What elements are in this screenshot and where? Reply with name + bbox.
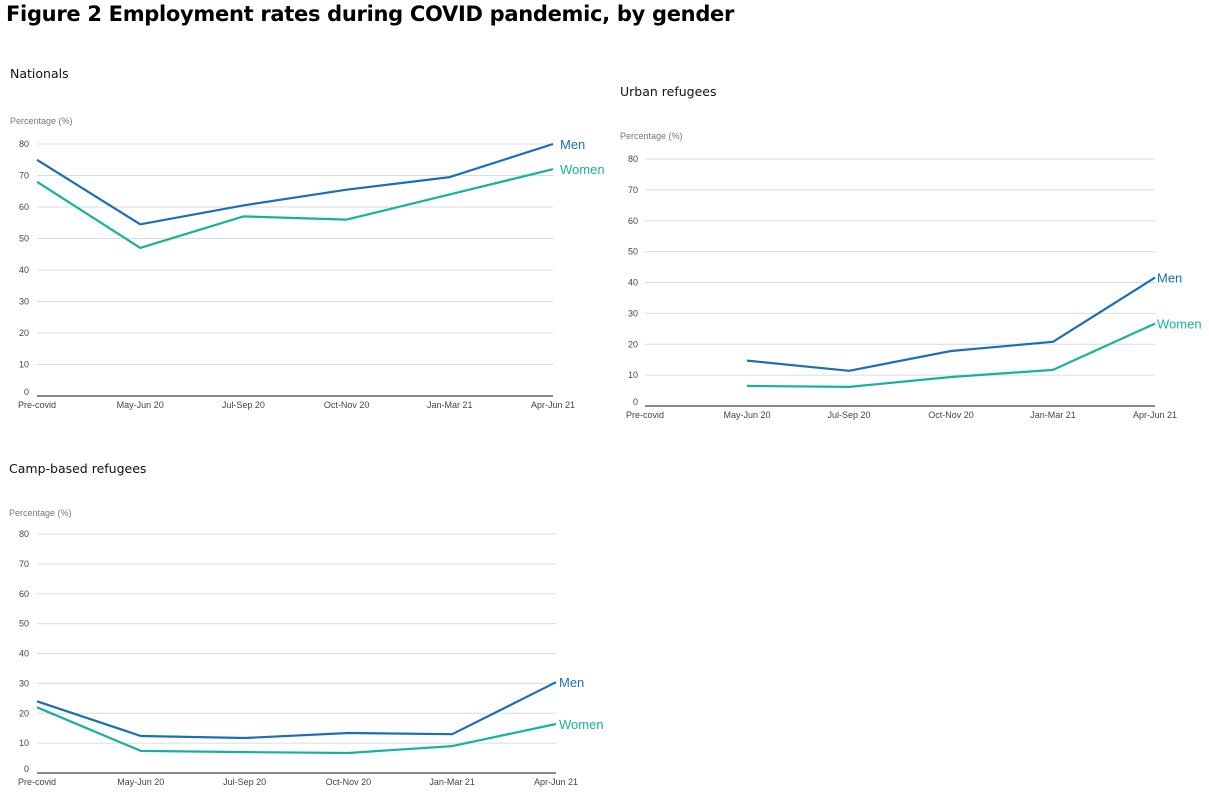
y-tick-label: 20: [628, 339, 638, 349]
x-tick-label: Apr-Jun 21: [534, 777, 578, 787]
y-tick-label: 40: [628, 278, 638, 288]
series-line-women: [36, 706, 557, 755]
x-tick-label: Pre-covid: [18, 400, 56, 410]
series-label-men: Men: [560, 137, 585, 152]
x-tick-label: Pre-covid: [18, 777, 56, 787]
x-tick-label: Oct-Nov 20: [928, 410, 974, 420]
figure-title: Figure 2 Employment rates during COVID p…: [6, 2, 735, 26]
y-axis-label: Percentage (%): [620, 131, 683, 141]
y-tick-label: 10: [628, 370, 638, 380]
y-tick-label: 30: [19, 678, 29, 688]
chart-title-urban-refugees: Urban refugees: [620, 84, 717, 99]
y-tick-label: 50: [628, 247, 638, 257]
y-tick-label: 20: [19, 328, 29, 338]
chart-title-nationals: Nationals: [10, 66, 69, 81]
x-tick-label: Oct-Nov 20: [324, 400, 370, 410]
x-tick-label: Jul-Sep 20: [827, 410, 870, 420]
y-tick-label: 10: [19, 360, 29, 370]
x-tick-label: May-Jun 20: [117, 777, 164, 787]
y-tick-label: 20: [19, 708, 29, 718]
y-tick-label: 30: [628, 308, 638, 318]
chart-title-camp-refugees: Camp-based refugees: [9, 461, 147, 476]
y-tick-label: 60: [19, 202, 29, 212]
series-label-women: Women: [560, 162, 605, 177]
y-tick-label: 80: [19, 529, 29, 539]
x-tick-label: May-Jun 20: [117, 400, 164, 410]
x-tick-label: Jul-Sep 20: [222, 400, 265, 410]
series-label-men: Men: [559, 675, 584, 690]
x-tick-label: Apr-Jun 21: [531, 400, 575, 410]
y-tick-label: 70: [628, 185, 638, 195]
y-tick-label: 50: [19, 234, 29, 244]
series-label-men: Men: [1157, 271, 1182, 286]
x-tick-label: Apr-Jun 21: [1133, 410, 1177, 420]
y-tick-label: 0: [633, 397, 638, 407]
y-tick-label: 60: [628, 216, 638, 226]
y-tick-label: 40: [19, 649, 29, 659]
x-tick-label: May-Jun 20: [723, 410, 770, 420]
series-line-women: [746, 322, 1156, 388]
y-tick-label: 10: [19, 738, 29, 748]
series-line-women: [36, 168, 554, 249]
y-tick-label: 0: [24, 387, 29, 397]
y-tick-label: 80: [19, 139, 29, 149]
series-line-men: [36, 681, 557, 740]
x-tick-label: Pre-covid: [626, 410, 664, 420]
x-tick-label: Jul-Sep 20: [223, 777, 266, 787]
y-tick-label: 60: [19, 589, 29, 599]
y-tick-label: 30: [19, 297, 29, 307]
series-label-women: Women: [1157, 317, 1202, 332]
y-axis-label: Percentage (%): [10, 116, 73, 126]
x-tick-label: Jan-Mar 21: [427, 400, 473, 410]
y-tick-label: 70: [19, 171, 29, 181]
x-tick-label: Oct-Nov 20: [326, 777, 372, 787]
y-tick-label: 40: [19, 265, 29, 275]
series-line-men: [746, 276, 1156, 372]
x-tick-label: Jan-Mar 21: [1030, 410, 1076, 420]
y-tick-label: 50: [19, 619, 29, 629]
series-label-women: Women: [559, 717, 604, 732]
x-tick-label: Jan-Mar 21: [429, 777, 475, 787]
y-tick-label: 0: [24, 764, 29, 774]
series-line-men: [36, 142, 554, 226]
y-tick-label: 80: [628, 154, 638, 164]
y-tick-label: 70: [19, 559, 29, 569]
y-axis-label: Percentage (%): [9, 508, 72, 518]
